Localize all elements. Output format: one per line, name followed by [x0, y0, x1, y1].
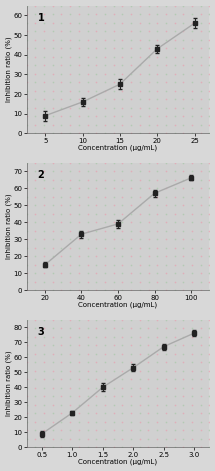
Text: 3: 3 [38, 327, 44, 337]
Y-axis label: Inhibition ratio (%): Inhibition ratio (%) [6, 194, 12, 259]
X-axis label: Concentration (μg/mL): Concentration (μg/mL) [78, 302, 158, 309]
Y-axis label: Inhibition ratio (%): Inhibition ratio (%) [6, 351, 12, 416]
Text: 2: 2 [38, 170, 44, 180]
Y-axis label: Inhibition ratio (%): Inhibition ratio (%) [6, 37, 12, 102]
Text: 1: 1 [38, 13, 44, 23]
X-axis label: Concentration (μg/mL): Concentration (μg/mL) [78, 459, 158, 465]
X-axis label: Concentration (μg/mL): Concentration (μg/mL) [78, 145, 158, 152]
